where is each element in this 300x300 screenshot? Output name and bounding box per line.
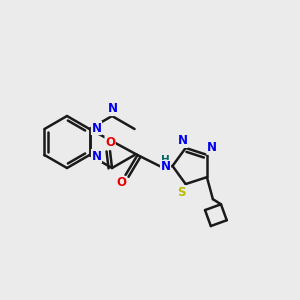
Text: H: H bbox=[161, 155, 170, 165]
Text: S: S bbox=[177, 186, 186, 199]
Text: N: N bbox=[178, 134, 188, 147]
Text: O: O bbox=[105, 136, 115, 149]
Text: N: N bbox=[108, 103, 118, 116]
Text: N: N bbox=[160, 160, 170, 173]
Text: N: N bbox=[92, 149, 101, 163]
Text: N: N bbox=[207, 141, 217, 154]
Text: O: O bbox=[116, 176, 127, 190]
Text: N: N bbox=[92, 122, 101, 134]
